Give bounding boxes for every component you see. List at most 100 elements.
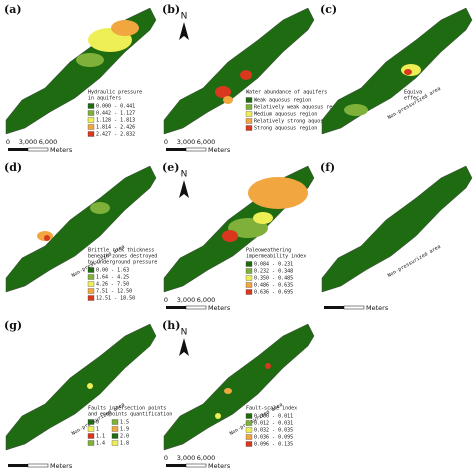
zone bbox=[90, 202, 110, 214]
zone bbox=[240, 70, 252, 80]
north-arrow bbox=[179, 22, 189, 40]
legend-title: Paleoweathering bbox=[246, 248, 291, 254]
legend-swatch bbox=[245, 441, 253, 447]
scale-bar bbox=[185, 305, 207, 310]
legend-title: Water abundance of aquifers bbox=[246, 90, 327, 96]
scale-label: 0 bbox=[164, 296, 168, 304]
legend-swatch bbox=[245, 275, 253, 281]
legend-swatch bbox=[87, 110, 95, 116]
legend-label: 2.0 bbox=[120, 434, 129, 440]
scale-label: 3,000 bbox=[177, 296, 196, 304]
legend-title: Fault-scale index bbox=[246, 406, 297, 412]
scale-bar bbox=[185, 463, 207, 468]
study-area bbox=[5, 165, 157, 293]
legend-swatch bbox=[245, 413, 253, 419]
legend-label: 0.442 - 1.127 bbox=[96, 111, 135, 117]
zone bbox=[253, 212, 273, 224]
legend-title: in aquifers bbox=[88, 96, 121, 102]
legend-swatch bbox=[87, 440, 95, 446]
zone bbox=[111, 20, 139, 36]
legend-swatch bbox=[87, 103, 95, 109]
legend-title: beneath zones destroyed bbox=[88, 254, 157, 260]
zone bbox=[265, 363, 271, 369]
legend-swatch bbox=[87, 124, 95, 130]
scale-label: 6,000 bbox=[197, 296, 216, 304]
north-arrow bbox=[179, 338, 189, 356]
panel-label: (d) bbox=[4, 161, 22, 174]
legend-label: 0.232 - 0.348 bbox=[254, 269, 293, 275]
legend-swatch bbox=[245, 111, 253, 117]
study-area bbox=[163, 7, 315, 135]
legend-label: 7.51 - 12.50 bbox=[96, 289, 132, 295]
legend-label: 1.5 bbox=[120, 420, 129, 426]
scale-label: 6,000 bbox=[197, 454, 216, 462]
zone bbox=[87, 383, 93, 389]
scale-label: Meters bbox=[208, 146, 231, 154]
legend-label: 0.00 - 1.63 bbox=[96, 268, 129, 274]
legend-swatch bbox=[245, 282, 253, 288]
legend-swatch bbox=[87, 288, 95, 294]
legend-title: effec bbox=[404, 96, 419, 102]
zone bbox=[223, 96, 233, 104]
zone bbox=[215, 86, 231, 98]
legend-swatch bbox=[87, 433, 95, 439]
legend-swatch bbox=[87, 281, 95, 287]
legend-label: 0.032 - 0.035 bbox=[254, 428, 293, 434]
legend-swatch bbox=[245, 420, 253, 426]
panel-label: (h) bbox=[162, 319, 180, 332]
legend-label: Weak aquosus region bbox=[254, 98, 311, 104]
legend-label: Medium aquosus region bbox=[254, 112, 317, 118]
legend-swatch bbox=[245, 427, 253, 433]
legend-swatch bbox=[87, 426, 95, 432]
legend-swatch bbox=[111, 440, 119, 446]
legend-swatch bbox=[245, 104, 253, 110]
legend-label: 1.9 bbox=[120, 427, 129, 433]
north-label: N bbox=[181, 170, 188, 180]
study-area bbox=[5, 323, 157, 451]
legend-swatch bbox=[87, 267, 95, 273]
legend-label: 1.128 - 1.813 bbox=[96, 118, 135, 124]
legend-swatch bbox=[87, 117, 95, 123]
zone bbox=[224, 388, 232, 394]
legend-label: 1.64 - 4.25 bbox=[96, 275, 129, 281]
legend-label: Relatively strong aquosus region bbox=[254, 119, 350, 125]
study-area bbox=[163, 323, 315, 451]
legend-label: 1.814 - 2.426 bbox=[96, 125, 135, 131]
legend-label: 1.8 bbox=[120, 441, 129, 447]
scale-bar bbox=[343, 305, 365, 310]
legend-label: 4.26 - 7.50 bbox=[96, 282, 129, 288]
zone bbox=[222, 230, 238, 242]
legend-label: 1.1 bbox=[96, 434, 105, 440]
map-panel: (b)N Water abundance of aquifers Weak aquo… bbox=[162, 3, 350, 154]
legend-swatch bbox=[245, 268, 253, 274]
zone bbox=[44, 235, 50, 241]
legend-swatch bbox=[111, 433, 119, 439]
legend-label: 0 bbox=[96, 420, 99, 426]
panel-label: (a) bbox=[4, 3, 22, 16]
legend-swatch bbox=[111, 426, 119, 432]
scale-label: Meters bbox=[50, 146, 73, 154]
legend-swatch bbox=[245, 125, 253, 131]
north-arrow bbox=[179, 180, 189, 198]
legend-label: 1 bbox=[96, 427, 99, 433]
scale-label: Meters bbox=[208, 462, 231, 470]
legend-label: 1.4 bbox=[96, 441, 105, 447]
panel-label: (f) bbox=[320, 161, 335, 174]
legend-swatch bbox=[87, 295, 95, 301]
scale-bar bbox=[27, 147, 49, 152]
legend-swatch bbox=[87, 419, 95, 425]
legend-label: 12.51 - 18.50 bbox=[96, 296, 135, 302]
scale-label: 6,000 bbox=[39, 138, 58, 146]
legend-label: 0.350 - 0.485 bbox=[254, 276, 293, 282]
zone bbox=[248, 177, 308, 209]
legend-title: by underground pressure bbox=[88, 260, 157, 266]
legend-title: Hydraulic pressure bbox=[88, 90, 142, 96]
legend-swatch bbox=[111, 419, 119, 425]
legend-title: Faults intersection points bbox=[88, 406, 166, 412]
scale-label: 0 bbox=[6, 138, 10, 146]
